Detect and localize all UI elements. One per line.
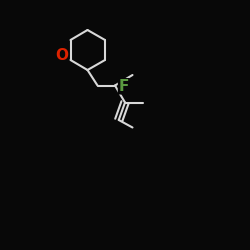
Text: O: O	[55, 48, 68, 62]
Text: F: F	[118, 79, 129, 94]
